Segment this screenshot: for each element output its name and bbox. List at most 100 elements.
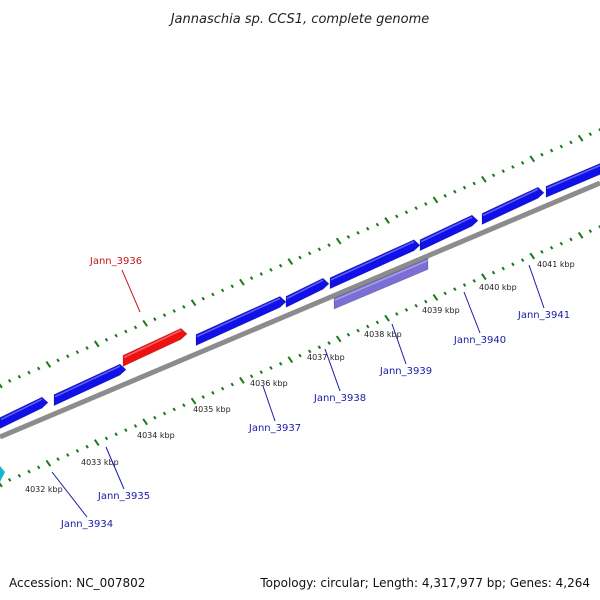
minor-tick bbox=[501, 169, 504, 173]
minor-tick bbox=[37, 367, 40, 371]
minor-tick bbox=[298, 354, 301, 358]
minor-tick bbox=[356, 231, 359, 235]
minor-tick bbox=[453, 190, 456, 194]
gene-leader-line bbox=[52, 472, 87, 517]
minor-tick bbox=[18, 375, 21, 379]
minor-tick bbox=[376, 320, 379, 324]
minor-tick bbox=[560, 145, 563, 149]
minor-tick bbox=[260, 370, 263, 374]
minor-tick bbox=[327, 243, 330, 247]
gene-label[interactable]: Jann_3939 bbox=[379, 366, 432, 377]
genome-backbone bbox=[0, 183, 600, 437]
minor-tick bbox=[221, 387, 224, 391]
major-tick bbox=[142, 320, 148, 327]
minor-tick bbox=[405, 210, 408, 214]
minor-tick bbox=[366, 325, 369, 329]
minor-tick bbox=[221, 289, 224, 293]
minor-tick bbox=[511, 165, 514, 169]
major-tick bbox=[287, 356, 293, 363]
minor-tick bbox=[405, 308, 408, 312]
minor-tick bbox=[8, 379, 11, 383]
minor-tick bbox=[27, 371, 30, 375]
major-tick bbox=[142, 418, 148, 425]
minor-tick bbox=[443, 291, 446, 295]
minor-tick bbox=[56, 358, 59, 362]
gene-leader-line bbox=[263, 386, 275, 421]
minor-tick bbox=[589, 132, 592, 136]
genome-title: Jannaschia sp. CCS1, complete genome bbox=[168, 12, 430, 27]
minor-tick bbox=[414, 206, 417, 210]
gene-label[interactable]: Jann_3937 bbox=[248, 423, 301, 434]
minor-tick bbox=[182, 305, 185, 309]
minor-tick bbox=[85, 445, 88, 449]
major-tick bbox=[46, 460, 52, 467]
minor-tick bbox=[172, 309, 175, 313]
minor-tick bbox=[85, 346, 88, 350]
gene-label-layer: Jann_3934 Jann_3935 Jann_3936 Jann_3937 Jann… bbox=[52, 256, 570, 530]
minor-tick bbox=[443, 194, 446, 198]
kbp-label: 4036 kbp bbox=[250, 379, 288, 388]
major-tick bbox=[239, 377, 245, 384]
minor-tick bbox=[27, 470, 30, 474]
major-tick bbox=[239, 279, 245, 286]
minor-tick bbox=[453, 287, 456, 291]
minor-tick bbox=[550, 246, 553, 250]
minor-tick bbox=[153, 317, 156, 321]
gene-partial[interactable] bbox=[0, 466, 5, 482]
minor-tick bbox=[211, 293, 214, 297]
gene-label[interactable]: Jann_3935 bbox=[97, 491, 150, 502]
minor-tick bbox=[124, 330, 127, 334]
major-tick bbox=[529, 253, 535, 260]
kbp-label: 4040 kbp bbox=[479, 283, 517, 292]
minor-tick bbox=[521, 161, 524, 165]
major-tick bbox=[481, 273, 487, 280]
minor-tick bbox=[211, 391, 214, 395]
minor-tick bbox=[424, 202, 427, 206]
minor-tick bbox=[521, 258, 524, 262]
gene-label[interactable]: Jann_3941 bbox=[517, 310, 570, 321]
minor-tick bbox=[66, 354, 69, 358]
gene-label[interactable]: Jann_3934 bbox=[60, 519, 113, 530]
gene-leader-line bbox=[122, 270, 140, 312]
gene-jann-3936-shine bbox=[124, 330, 181, 357]
minor-tick bbox=[414, 304, 417, 308]
minor-tick bbox=[327, 341, 330, 345]
major-tick bbox=[433, 294, 439, 301]
gene-label[interactable]: Jann_3936 bbox=[89, 256, 142, 267]
kbp-label: 4034 kbp bbox=[137, 431, 175, 440]
major-tick bbox=[578, 232, 584, 239]
minor-tick bbox=[134, 326, 137, 330]
minor-tick bbox=[250, 276, 253, 280]
minor-tick bbox=[18, 474, 21, 478]
gene-track[interactable] bbox=[0, 164, 600, 483]
minor-tick bbox=[163, 412, 166, 416]
major-tick bbox=[191, 299, 197, 306]
minor-tick bbox=[376, 223, 379, 227]
minor-tick bbox=[308, 252, 311, 256]
minor-tick bbox=[231, 284, 234, 288]
major-tick bbox=[94, 439, 100, 446]
minor-tick bbox=[318, 247, 321, 251]
kbp-label: 4039 kbp bbox=[422, 306, 460, 315]
gene-leader-line bbox=[464, 292, 480, 333]
gene-arrow[interactable] bbox=[0, 397, 48, 428]
minor-tick bbox=[424, 300, 427, 304]
minor-tick bbox=[76, 350, 79, 354]
kbp-label: 4032 kbp bbox=[25, 485, 63, 494]
minor-tick bbox=[153, 416, 156, 420]
minor-tick bbox=[182, 403, 185, 407]
major-tick bbox=[529, 155, 535, 162]
minor-tick bbox=[163, 313, 166, 317]
minor-tick bbox=[260, 272, 263, 276]
minor-tick bbox=[8, 478, 11, 482]
minor-tick bbox=[298, 256, 301, 260]
major-tick bbox=[384, 217, 390, 224]
major-tick bbox=[0, 481, 3, 488]
minor-tick bbox=[395, 312, 398, 316]
gene-label[interactable]: Jann_3938 bbox=[313, 393, 366, 404]
minor-tick bbox=[37, 466, 40, 470]
major-tick bbox=[191, 398, 197, 405]
gene-label[interactable]: Jann_3940 bbox=[453, 335, 506, 346]
minor-tick bbox=[124, 428, 127, 432]
